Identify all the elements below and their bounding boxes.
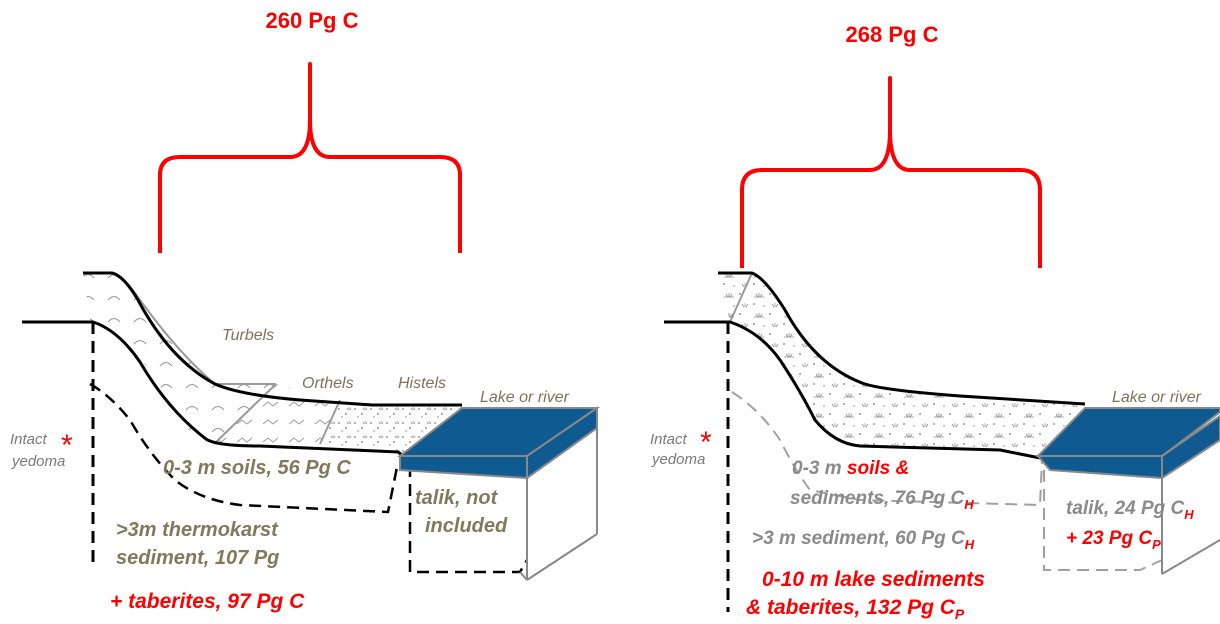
right-sediment-boundary	[731, 391, 1043, 507]
talik-boundary	[408, 465, 529, 574]
right-surface-line	[718, 271, 1086, 406]
right-talik-label: talik, 24 Pg CH	[1066, 498, 1194, 522]
left-lower-line	[22, 320, 413, 464]
right-lower-line	[664, 320, 1041, 460]
left-lake-label: Lake or river	[480, 389, 570, 406]
left-intact-label: Intact	[10, 431, 48, 448]
right-soils-label-2: sediments, 76 Pg CH	[790, 488, 974, 512]
right-lake-sed-label-2: & taberites, 132 Pg CP	[746, 596, 965, 622]
right-talik-p-label: + 23 Pg CP	[1066, 528, 1161, 552]
left-panel: 260 Pg C Turbels Orthels Histels Lake or…	[10, 8, 601, 613]
left-asterisk: *	[61, 429, 73, 462]
left-thermokarst-label-1: >3m thermokarst	[116, 519, 279, 541]
left-taberites-label: + taberites, 97 Pg C	[110, 590, 305, 613]
left-soils-label: 0-3 m soils, 56 Pg C	[163, 457, 351, 479]
left-lake-block	[397, 406, 601, 581]
right-brace	[740, 76, 1042, 268]
histels-label: Histels	[398, 375, 446, 392]
left-thermokarst-label-2: sediment, 107 Pg	[116, 547, 279, 569]
left-yedoma-label: yedoma	[11, 453, 65, 470]
left-total-label: 260 Pg C	[266, 8, 359, 33]
left-brace	[158, 62, 462, 253]
right-yedoma-label: yedoma	[651, 451, 705, 468]
left-talik-label-1: talik, not	[415, 487, 499, 509]
thermokarst-boundary-2	[89, 382, 400, 514]
turbels-label: Turbels	[222, 327, 274, 344]
right-asterisk: *	[700, 426, 712, 459]
right-soil-region	[718, 273, 1085, 452]
right-soils-label-1: 0-3 m soils &	[792, 458, 909, 479]
left-surface-line	[83, 271, 462, 407]
left-talik-label-2: included	[425, 515, 508, 537]
right-intact-label: Intact	[650, 431, 688, 448]
right-talik-boundary	[1043, 470, 1163, 571]
right-lake-label: Lake or river	[1112, 389, 1202, 406]
orthels-label: Orthels	[302, 375, 354, 392]
orthels-region	[214, 384, 340, 444]
right-lake-sed-label-1: 0-10 m lake sediments	[762, 568, 985, 591]
right-sediment-label: >3 m sediment, 60 Pg CH	[752, 528, 975, 552]
right-lake-block	[1035, 407, 1220, 575]
right-total-label: 268 Pg C	[846, 22, 939, 47]
right-panel: 268 Pg C Lake or river Intact yedoma * 0…	[650, 22, 1220, 622]
